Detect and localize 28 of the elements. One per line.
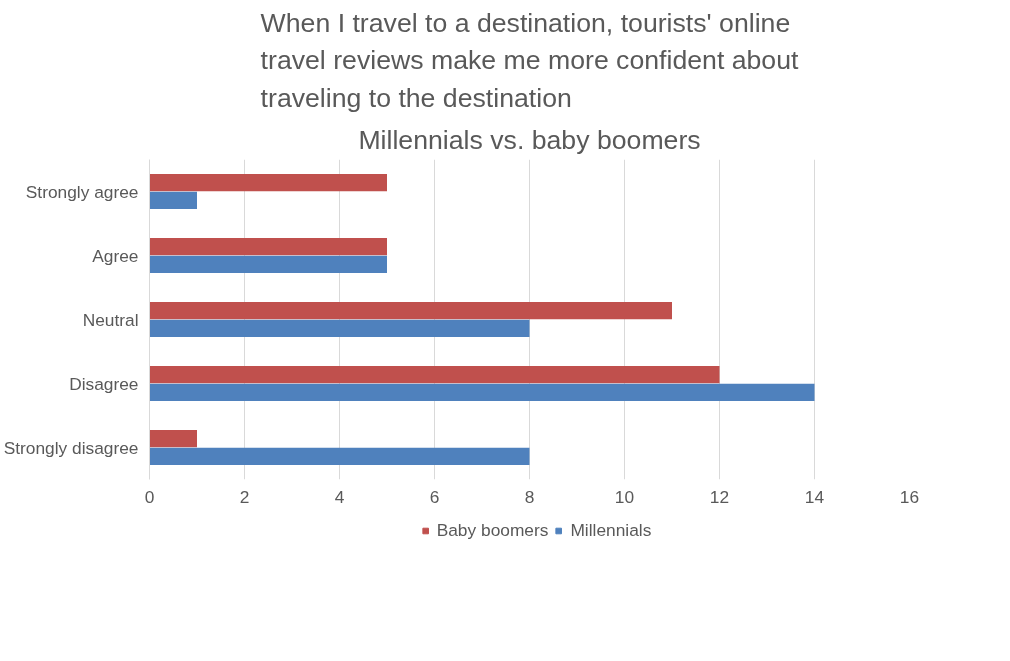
bar xyxy=(149,238,387,256)
bar xyxy=(149,319,530,337)
chart-title: When I travel to a destination, tourists' online travel reviews make me more confident about traveling to the destination xyxy=(260,7,799,113)
x-tick-label: 0 xyxy=(144,486,155,507)
bar xyxy=(149,430,197,448)
x-tick-label: 2 xyxy=(239,486,250,507)
x-tick-label: 14 xyxy=(804,486,825,507)
x-tick-label: 4 xyxy=(334,486,345,507)
x-tick-label: 16 xyxy=(899,486,920,507)
y-tick-label: Agree xyxy=(92,245,139,266)
y-tick-label: Strongly disagree xyxy=(3,437,139,458)
bar xyxy=(149,174,387,192)
bar xyxy=(149,383,815,401)
x-tick-label: 8 xyxy=(524,486,535,507)
chart-subtitle: Millennials vs. baby boomers xyxy=(358,124,701,155)
bar xyxy=(149,255,387,273)
bar xyxy=(149,447,530,465)
x-tick-label: 12 xyxy=(709,486,730,507)
y-tick-label: Neutral xyxy=(82,309,139,330)
bar xyxy=(149,191,197,209)
x-tick-label: 10 xyxy=(614,486,635,507)
y-tick-label: Strongly agree xyxy=(25,181,139,202)
y-tick-label: Disagree xyxy=(69,373,139,394)
bar xyxy=(149,366,720,384)
legend-label: Baby boomers xyxy=(436,519,549,541)
legend-label: Millennials xyxy=(570,519,652,541)
x-tick-label: 6 xyxy=(429,486,440,507)
bar xyxy=(149,302,672,320)
